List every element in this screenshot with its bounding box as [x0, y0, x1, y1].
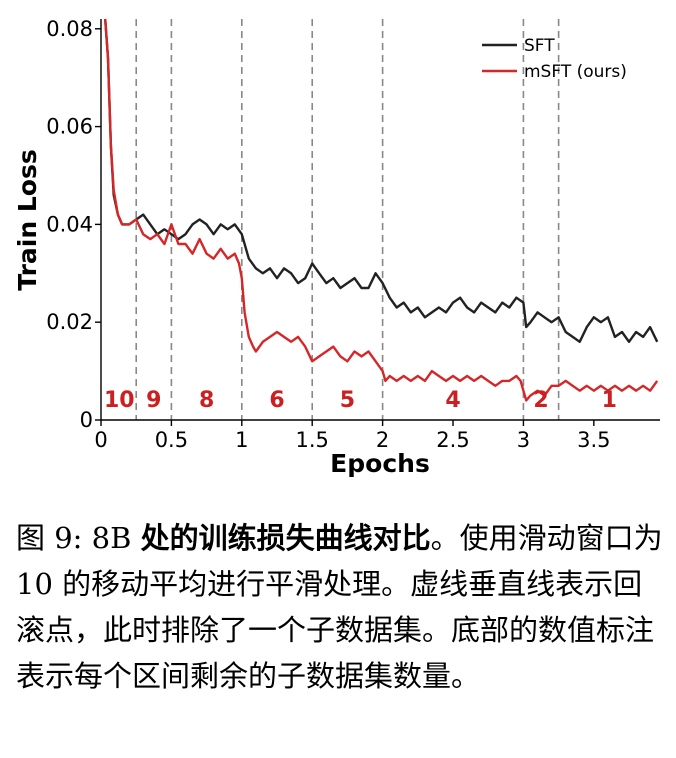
x-tick-label: 2	[376, 428, 389, 452]
x-tick-label: 3	[517, 428, 530, 452]
caption-prefix: 图 9: 8B	[16, 521, 141, 555]
figure-caption: 图 9: 8B 处的训练损失曲线对比。使用滑动窗口为 10 的移动平均进行平滑处…	[16, 515, 664, 699]
caption-bold: 处的训练损失曲线对比	[140, 521, 431, 555]
segment-count-label: 10	[104, 388, 135, 413]
x-tick-label: 2.5	[436, 428, 469, 452]
x-tick-label: 3.5	[577, 428, 610, 452]
x-tick-label: 1	[235, 428, 248, 452]
rollback-lines	[135, 19, 560, 420]
loss-chart: 10 9 8 6 5 4 2 1 0 0.5 1 1.5 2 2.5 3 3.5 0 0.02 0.04 0.06…	[13, 17, 660, 478]
segment-count-label: 8	[199, 388, 214, 413]
y-tick-label: 0.06	[46, 115, 93, 139]
y-ticks: 0 0.02 0.04 0.06 0.08	[46, 17, 101, 432]
axes	[100, 19, 660, 421]
x-tick-label: 0	[94, 428, 107, 452]
x-axis-title: Epochs	[330, 449, 430, 478]
x-tick-label: 0.5	[155, 428, 188, 452]
caption-rest: 。使用滑动窗口为 10 的移动平均进行平滑处理。虚线垂直线表示回滚点，此时排除了…	[16, 521, 663, 693]
x-tick-label: 1.5	[296, 428, 329, 452]
segment-count-label: 2	[533, 388, 548, 413]
segment-labels: 10 9 8 6 5 4 2 1	[104, 388, 617, 413]
y-tick-label: 0.08	[46, 17, 93, 41]
series-lines	[104, 18, 659, 402]
segment-count-label: 4	[445, 388, 460, 413]
y-tick-label: 0.04	[46, 212, 93, 236]
legend-label-sft: SFT	[524, 36, 555, 56]
segment-count-label: 6	[269, 388, 284, 413]
segment-count-label: 5	[340, 388, 355, 413]
x-ticks: 0 0.5 1 1.5 2 2.5 3 3.5	[94, 420, 611, 452]
y-tick-label: 0	[80, 408, 93, 432]
y-axis-title: Train Loss	[13, 149, 42, 290]
legend-label-msft: mSFT (ours)	[524, 62, 627, 82]
y-tick-label: 0.02	[46, 310, 93, 334]
segment-count-label: 1	[602, 388, 617, 413]
legend: SFT mSFT (ours)	[482, 36, 627, 82]
segment-count-label: 9	[146, 388, 161, 413]
series-line-msft	[104, 18, 659, 402]
series-line-sft	[104, 18, 659, 343]
